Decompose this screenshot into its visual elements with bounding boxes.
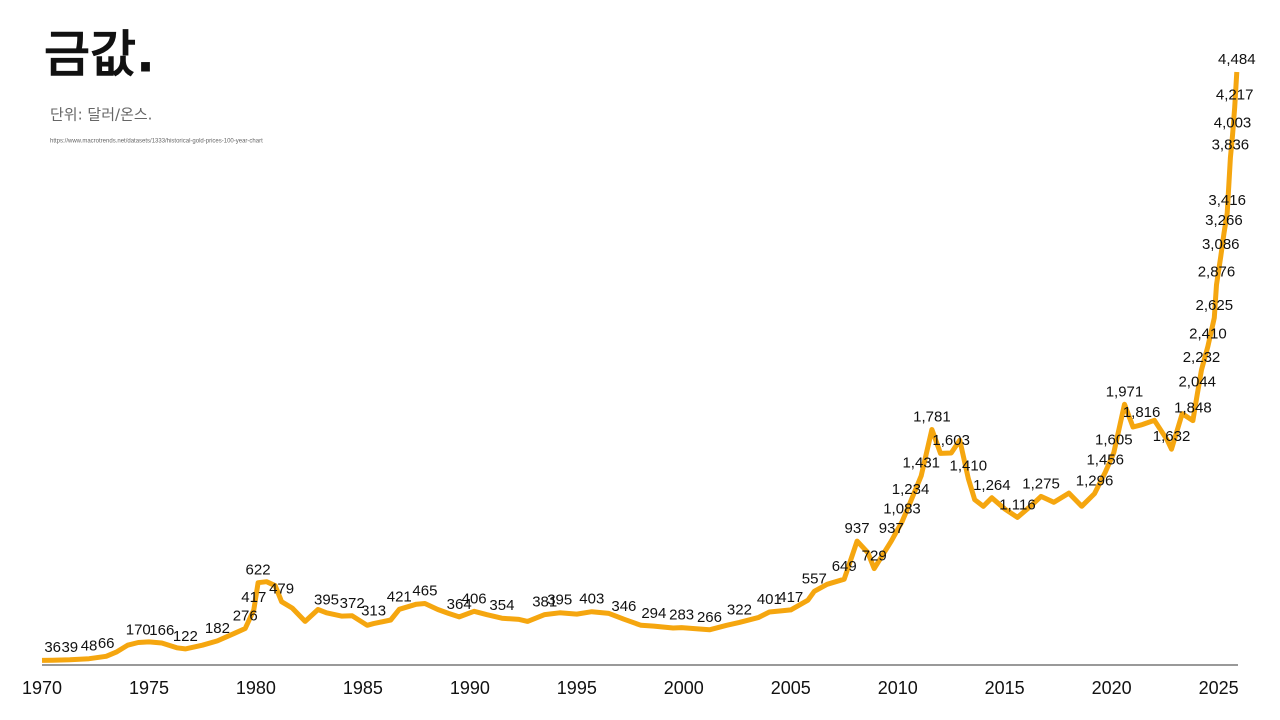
value-label: 182 <box>205 620 230 637</box>
value-label: 479 <box>269 581 294 598</box>
value-label: 2,232 <box>1183 349 1221 366</box>
x-tick-label: 1995 <box>557 678 597 698</box>
x-tick-label: 2000 <box>664 678 704 698</box>
x-tick-label: 1975 <box>129 678 169 698</box>
value-label: 1,083 <box>883 501 921 518</box>
value-label: 1,431 <box>902 455 940 472</box>
value-label: 1,971 <box>1106 383 1144 400</box>
value-label: 937 <box>879 520 904 537</box>
value-label: 3,266 <box>1205 212 1243 229</box>
x-tick-label: 2025 <box>1199 678 1239 698</box>
x-tick-label: 1990 <box>450 678 490 698</box>
value-label: 1,632 <box>1153 428 1191 445</box>
value-label: 1,116 <box>999 496 1035 513</box>
value-label: 322 <box>727 601 752 618</box>
value-label: 1,456 <box>1086 451 1124 468</box>
value-label: 401 <box>757 591 782 608</box>
value-label: 48 <box>81 638 98 655</box>
value-label: 1,275 <box>1022 475 1060 492</box>
value-label: 417 <box>778 589 803 606</box>
value-label: 1,605 <box>1095 432 1133 449</box>
value-label: 36 <box>44 639 61 656</box>
value-label: 1,781 <box>913 408 951 425</box>
value-label: 395 <box>547 592 572 609</box>
value-label: 294 <box>641 605 666 622</box>
x-tick-label: 1980 <box>236 678 276 698</box>
value-label: 2,044 <box>1178 374 1216 391</box>
value-label: 354 <box>489 597 514 614</box>
value-label: 417 <box>241 589 266 606</box>
value-label: 1,848 <box>1174 400 1212 417</box>
value-label: 649 <box>832 558 857 575</box>
value-label: 170 <box>126 621 151 638</box>
x-tick-label: 2015 <box>985 678 1025 698</box>
value-label: 2,410 <box>1189 325 1227 342</box>
value-label: 937 <box>845 520 870 537</box>
value-label: 166 <box>149 622 174 639</box>
value-label: 4,003 <box>1214 115 1252 132</box>
value-label: 1,296 <box>1076 473 1114 490</box>
value-label: 2,625 <box>1196 297 1234 314</box>
value-label: 364 <box>447 596 472 613</box>
value-label: 729 <box>862 548 887 565</box>
value-label: 313 <box>361 603 386 620</box>
value-label: 372 <box>340 595 365 612</box>
value-label: 4,484 <box>1218 51 1256 68</box>
x-tick-label: 2020 <box>1092 678 1132 698</box>
x-tick-label: 1970 <box>22 678 62 698</box>
value-label: 395 <box>314 592 339 609</box>
value-label: 421 <box>387 588 412 605</box>
value-label: 1,410 <box>950 457 988 474</box>
value-label: 381 <box>532 594 557 611</box>
value-label: 1,603 <box>932 432 970 449</box>
value-label: 1,264 <box>973 477 1011 494</box>
value-label: 622 <box>246 562 271 579</box>
value-label: 2,876 <box>1198 264 1236 281</box>
value-label: 122 <box>173 628 198 645</box>
source-url: https://www.macrotrends.net/datasets/133… <box>50 139 263 145</box>
x-tick-label: 2010 <box>878 678 918 698</box>
value-label: 283 <box>669 607 694 624</box>
value-label: 3,416 <box>1208 192 1246 209</box>
value-label: 557 <box>802 570 827 587</box>
value-label: 276 <box>233 607 258 624</box>
value-label: 3,836 <box>1212 137 1250 154</box>
value-label: 406 <box>462 590 487 607</box>
chart-subtitle: 단위: 달러/온스. <box>50 106 152 124</box>
value-label: 346 <box>611 598 636 615</box>
value-label: 266 <box>697 609 722 626</box>
x-tick-label: 1985 <box>343 678 383 698</box>
x-tick-label: 2005 <box>771 678 811 698</box>
value-label: 39 <box>61 639 78 656</box>
value-label: 1,234 <box>892 481 930 498</box>
value-label: 465 <box>412 582 437 599</box>
value-label: 403 <box>579 591 604 608</box>
chart-title: 금값. <box>44 26 155 84</box>
value-label: 66 <box>98 635 115 652</box>
price-line <box>41 71 1240 663</box>
value-label: 4,217 <box>1216 86 1254 103</box>
value-label: 3,086 <box>1202 236 1240 253</box>
value-label: 1,816 <box>1123 404 1161 421</box>
